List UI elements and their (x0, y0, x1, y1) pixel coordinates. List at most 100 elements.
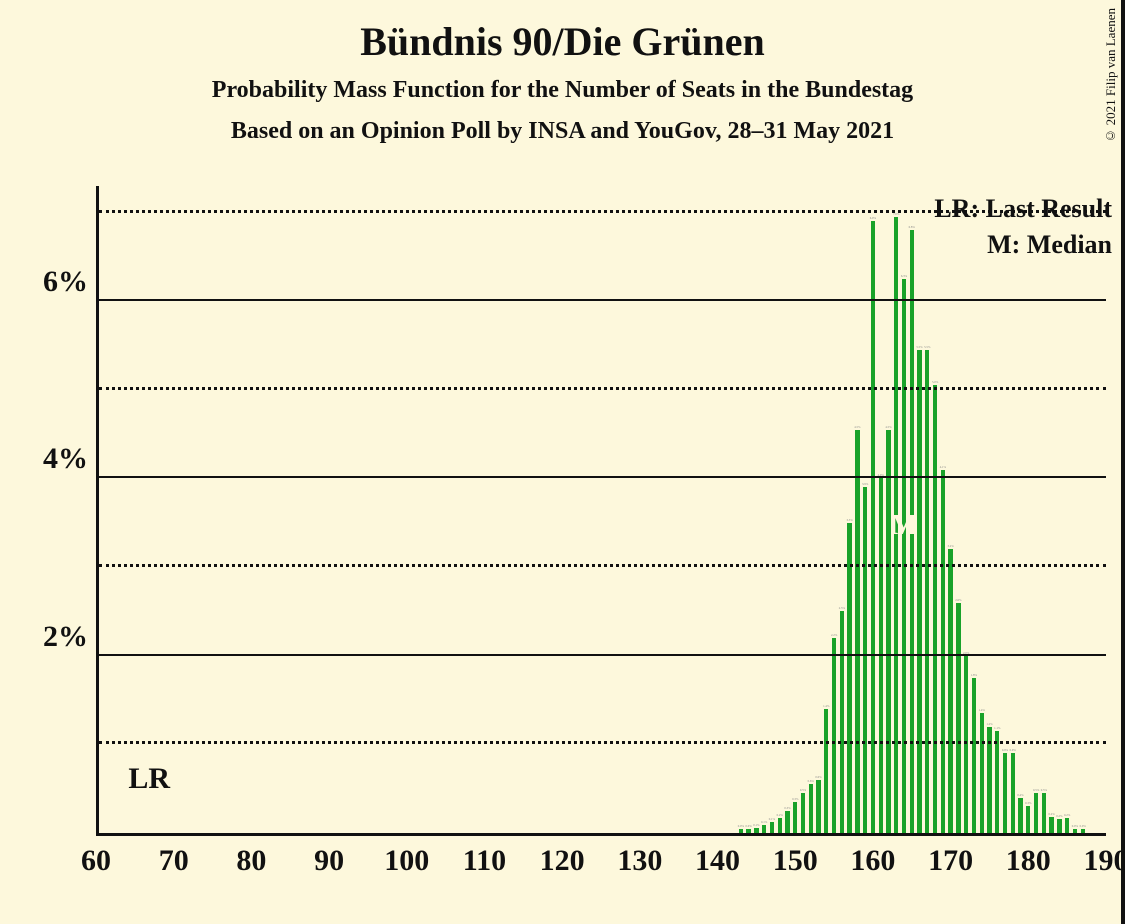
bar (809, 784, 813, 833)
median-marker: M (891, 510, 917, 542)
bar (1065, 818, 1069, 833)
chart-subtitle-2: Based on an Opinion Poll by INSA and You… (0, 118, 1125, 145)
right-border (1121, 0, 1125, 924)
bar-value-label: 6.9% (870, 216, 876, 220)
bar (925, 350, 929, 833)
bar-value-label: 0.9% (1010, 748, 1016, 752)
bar-value-label: 0.6% (815, 775, 821, 779)
bar-value-label: 0.2% (777, 813, 783, 817)
bar-value-label: 0.4% (1017, 793, 1023, 797)
bar-value-label: 0.6% (808, 779, 814, 783)
x-tick-label: 190 (1084, 844, 1125, 878)
grid-major (99, 299, 1106, 301)
bar-value-label: 0.2% (1048, 812, 1054, 816)
bar-value-label: 3.9% (862, 482, 868, 486)
bar (886, 430, 890, 833)
bar-value-label: 0.0% (738, 824, 744, 828)
bar-value-label: 0.0% (1072, 824, 1078, 828)
x-tick-label: 130 (617, 844, 662, 878)
bar (948, 549, 952, 833)
bar-value-label: 1.4% (823, 704, 829, 708)
x-tick-label: 90 (314, 844, 344, 878)
bar (832, 638, 836, 833)
y-tick-label: 2% (43, 620, 88, 654)
grid-minor (99, 741, 1106, 744)
bar (1049, 817, 1053, 833)
bar (941, 470, 945, 833)
bar-value-label: 4.5% (885, 425, 891, 429)
legend-median: M: Median (987, 230, 1112, 260)
bar-value-label: 0.1% (761, 820, 767, 824)
bar (778, 818, 782, 833)
bar-value-label: 0.3% (792, 797, 798, 801)
bar-value-label: 0.9% (1002, 748, 1008, 752)
bar (770, 822, 774, 833)
bar-value-label: 0.3% (1025, 801, 1031, 805)
bar (1026, 806, 1030, 833)
bar-value-label: 0.0% (1080, 824, 1086, 828)
x-tick-label: 110 (463, 844, 506, 878)
bar (855, 430, 859, 833)
bar (847, 523, 851, 833)
grid-minor (99, 387, 1106, 390)
bar-value-label: 4.1% (940, 465, 946, 469)
bar (1057, 819, 1061, 833)
bar-value-label: 1.4% (979, 708, 985, 712)
bar (917, 350, 921, 833)
bar-value-label: 2.2% (831, 633, 837, 637)
bar (1018, 798, 1022, 833)
legend-last-result: LR: Last Result (934, 194, 1112, 224)
bar (739, 829, 743, 833)
chart-subtitle-1: Probability Mass Function for the Number… (0, 77, 1125, 104)
bar-value-label: 1.1% (994, 726, 1000, 730)
grid-minor (99, 564, 1106, 567)
bar (980, 713, 984, 833)
bar-value-label: 5.0% (932, 380, 938, 384)
chart-title: Bündnis 90/Die Grünen (0, 0, 1125, 65)
bar-value-label: 0.0% (745, 824, 751, 828)
x-tick-label: 60 (81, 844, 111, 878)
bar-value-label: 0.2% (1056, 814, 1062, 818)
bar (902, 279, 906, 833)
bar (816, 780, 820, 833)
grid-major (99, 476, 1106, 478)
bar (801, 793, 805, 833)
bar-value-label: 3.2% (947, 544, 953, 548)
bar (995, 731, 999, 833)
bar (933, 385, 937, 833)
bar-value-label: 2.6% (955, 598, 961, 602)
x-tick-label: 140 (695, 844, 740, 878)
bar (793, 802, 797, 833)
lr-marker: LR (128, 762, 170, 796)
bars-container: 0.0%0.0%0.1%0.1%0.1%0.2%0.3%0.3%0.5%0.6%… (96, 186, 1106, 833)
bar (1081, 829, 1085, 833)
bar (964, 656, 968, 833)
bar (840, 611, 844, 833)
bar (754, 828, 758, 833)
bar (1003, 753, 1007, 833)
chart-area: 0.0%0.0%0.1%0.1%0.1%0.2%0.3%0.3%0.5%0.6%… (96, 186, 1106, 836)
x-tick-label: 160 (850, 844, 895, 878)
bar (956, 603, 960, 833)
bar (785, 811, 789, 833)
bar-value-label: 0.5% (1033, 788, 1039, 792)
y-tick-label: 4% (43, 442, 88, 476)
y-tick-label: 6% (43, 265, 88, 299)
x-tick-label: 100 (384, 844, 429, 878)
bar-value-label: 2.5% (839, 606, 845, 610)
bar-value-label: 3.5% (846, 518, 852, 522)
bar (1042, 793, 1046, 833)
x-tick-label: 170 (928, 844, 973, 878)
bar (1034, 793, 1038, 833)
bar-value-label: 0.5% (800, 788, 806, 792)
x-axis (96, 833, 1106, 836)
bar-value-label: 0.3% (784, 806, 790, 810)
bar-value-label: 5.5% (924, 345, 930, 349)
bar (1011, 753, 1015, 833)
bar-value-label: 1.8% (971, 673, 977, 677)
bar-value-label: 4.5% (854, 425, 860, 429)
bar (863, 487, 867, 833)
x-tick-label: 120 (540, 844, 585, 878)
bar-value-label: 0.2% (1064, 813, 1070, 817)
bar (762, 825, 766, 833)
